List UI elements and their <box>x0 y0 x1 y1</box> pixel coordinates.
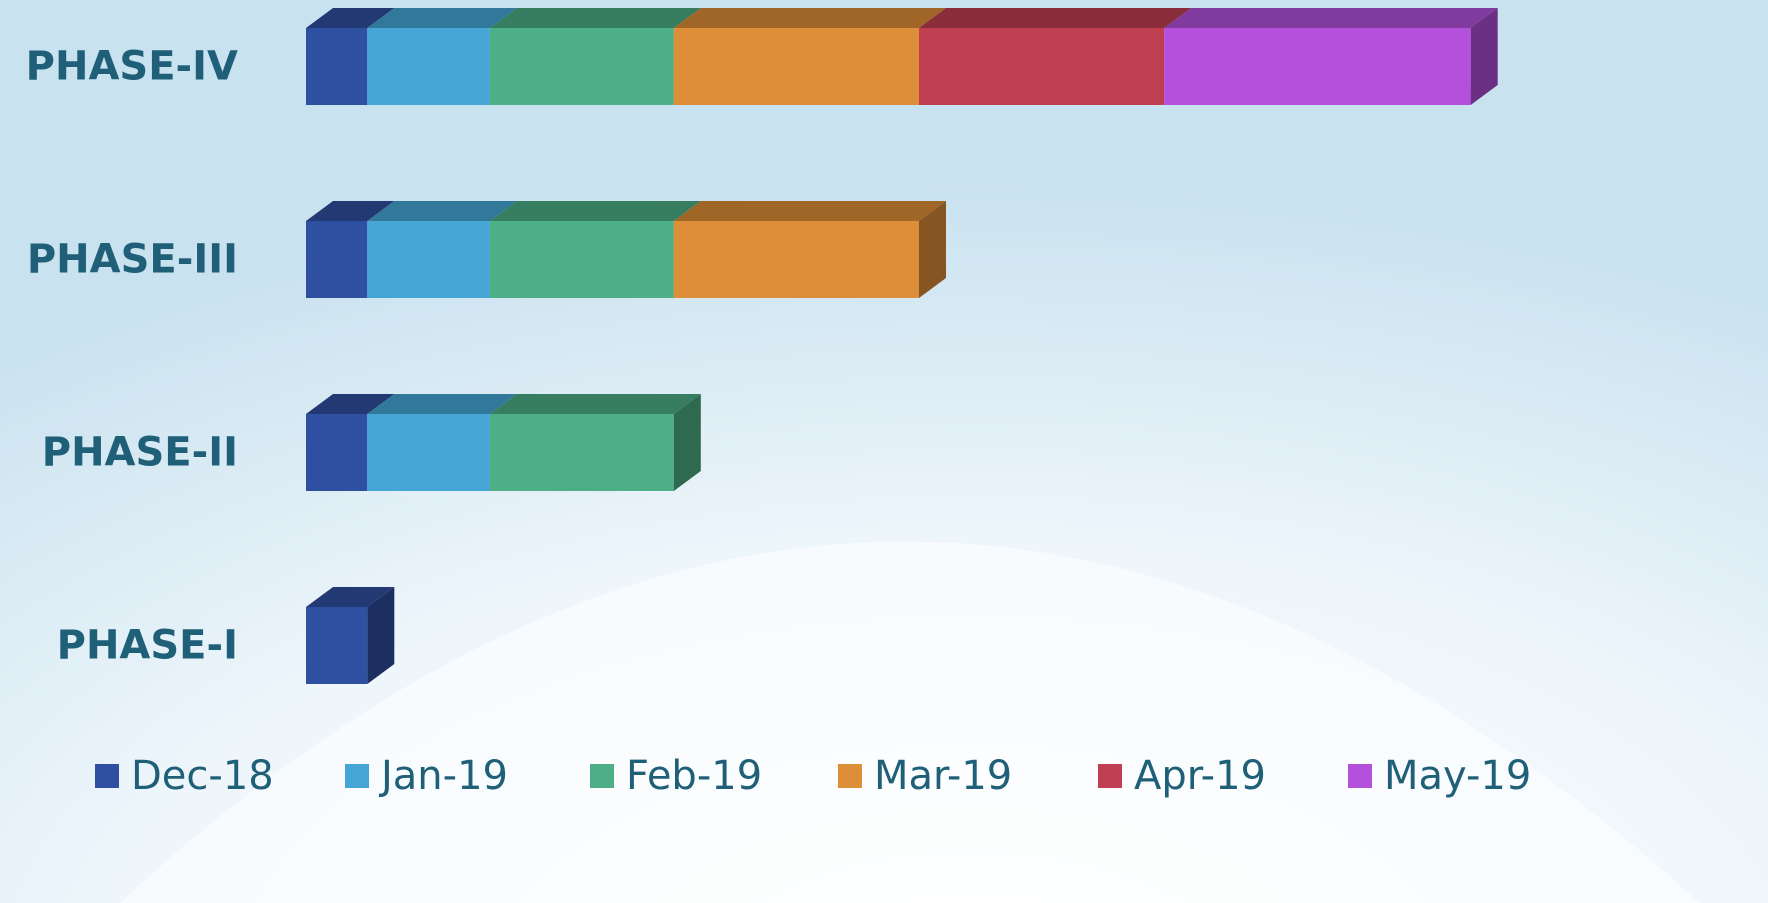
bar <box>367 28 490 105</box>
bar <box>306 414 367 491</box>
legend-label: Mar-19 <box>874 753 1012 799</box>
chart: PHASE-I PHASE-II PHASE-III PHASE-IV Dec-18 Ja… <box>0 0 1768 903</box>
bar <box>306 221 367 298</box>
legend-label: Jan-19 <box>378 753 508 799</box>
legend-label: Feb-19 <box>626 753 762 799</box>
bar-top <box>490 8 701 28</box>
legend-swatch <box>838 764 862 788</box>
bar <box>1164 28 1471 105</box>
bar <box>367 414 490 491</box>
legend-label: May-19 <box>1384 753 1531 799</box>
bar-top <box>919 8 1191 28</box>
bar <box>674 221 919 298</box>
bar-top <box>1164 8 1498 28</box>
legend-label: Apr-19 <box>1134 753 1266 799</box>
bar <box>674 28 919 105</box>
legend-label: Dec-18 <box>131 753 274 799</box>
category-label: PHASE-IV <box>26 44 238 90</box>
bar <box>306 607 367 684</box>
bar <box>367 221 490 298</box>
legend-swatch <box>590 764 614 788</box>
legend-swatch <box>1098 764 1122 788</box>
legend-swatch <box>95 764 119 788</box>
bar-top <box>674 8 946 28</box>
bar <box>490 28 674 105</box>
bar-top <box>674 201 946 221</box>
legend-swatch <box>1348 764 1372 788</box>
bar-top <box>490 394 701 414</box>
legend-swatch <box>345 764 369 788</box>
bar <box>490 414 674 491</box>
category-label: PHASE-I <box>57 623 238 669</box>
category-label: PHASE-III <box>27 237 238 283</box>
bar-top <box>490 201 701 221</box>
bar <box>306 28 367 105</box>
bar <box>490 221 674 298</box>
category-label: PHASE-II <box>42 430 238 476</box>
bar <box>919 28 1164 105</box>
